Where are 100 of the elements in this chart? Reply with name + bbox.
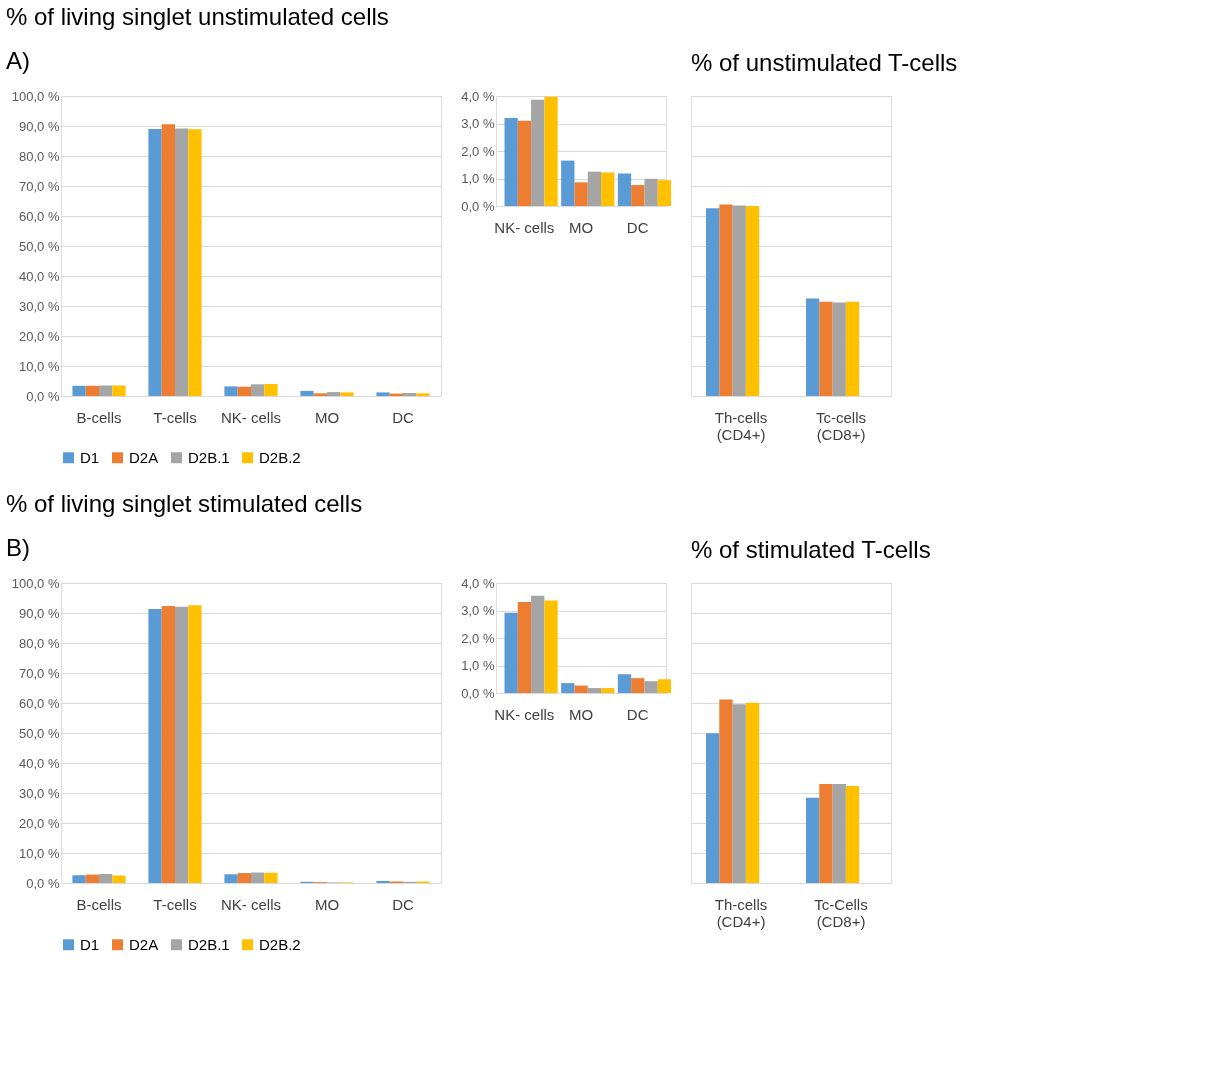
legend-label: D2B.1	[188, 448, 230, 466]
x-tick-label: B-cells	[76, 895, 122, 913]
bar	[719, 699, 733, 883]
y-tick-label: 20,0 %	[19, 815, 60, 831]
bar	[819, 784, 833, 883]
bar	[188, 605, 202, 883]
x-tick-label: Th-cells (CD4+)	[714, 895, 768, 930]
text: A)	[6, 47, 30, 74]
bar	[587, 688, 602, 693]
bar	[631, 678, 645, 693]
bar	[72, 385, 86, 396]
bar	[544, 96, 558, 206]
x-tick-label: NK- cells	[220, 408, 282, 426]
bar	[819, 301, 833, 396]
bar	[300, 390, 314, 396]
y-tick-label: 90,0 %	[19, 605, 60, 621]
x-tick-label: DC	[626, 218, 649, 236]
bar	[574, 685, 588, 693]
legend-label: D2B.2	[259, 935, 301, 953]
bar	[732, 704, 746, 883]
x-tick-label: MO	[314, 895, 340, 913]
bar	[561, 160, 575, 206]
bar	[517, 601, 532, 693]
y-tick-label: 60,0 %	[19, 208, 60, 224]
y-tick-label: 80,0 %	[19, 635, 60, 651]
y-tick-label: 3,0 %	[461, 116, 495, 131]
chart-title: % of living singlet stimulated cells	[6, 490, 363, 517]
bar	[574, 182, 588, 206]
bar	[644, 178, 658, 206]
y-tick-label: 20,0 %	[19, 328, 60, 344]
bar	[251, 384, 265, 396]
y-tick-label: 50,0 %	[19, 238, 60, 254]
bar	[376, 880, 390, 883]
bar	[601, 688, 615, 693]
bar	[403, 393, 417, 396]
bar	[148, 129, 162, 396]
bar	[845, 301, 860, 396]
bar	[376, 392, 390, 396]
bar	[657, 180, 672, 206]
bar	[188, 129, 202, 396]
x-tick-label: DC	[626, 705, 649, 723]
bar	[644, 681, 658, 693]
bar	[72, 875, 86, 883]
bar	[631, 185, 645, 206]
bar	[99, 874, 113, 883]
x-tick-label: T-cells	[153, 895, 197, 913]
y-tick-label: 10,0 %	[19, 845, 60, 861]
y-tick-label: 0,0 %	[461, 685, 495, 701]
bar	[416, 393, 430, 396]
y-tick-label: 70,0 %	[19, 665, 60, 681]
x-tick-label: B-cells	[76, 408, 122, 426]
legend-label: D2B.1	[188, 935, 230, 953]
bar	[237, 386, 251, 396]
bar	[161, 606, 175, 883]
bar	[806, 797, 820, 883]
y-tick-label: 0,0 %	[26, 388, 60, 404]
y-tick-label: 50,0 %	[19, 725, 60, 741]
legend-label: D2A	[129, 935, 159, 953]
bar	[617, 173, 632, 206]
bar	[85, 385, 99, 396]
bar	[706, 733, 720, 883]
bar	[544, 600, 558, 693]
bar	[745, 702, 760, 883]
x-tick-label: MO	[314, 408, 340, 426]
y-tick-label: 4,0 %	[461, 88, 495, 104]
chart-title: % of stimulated T-cells	[691, 536, 931, 563]
text: B)	[6, 534, 30, 561]
y-tick-label: 4,0 %	[461, 575, 495, 591]
y-tick-label: 40,0 %	[19, 755, 60, 771]
bar	[340, 392, 354, 396]
chart-title: % of unstimulated T-cells	[691, 49, 958, 76]
bar	[531, 595, 545, 693]
bar	[531, 99, 545, 206]
bar	[517, 120, 532, 206]
bar	[832, 302, 846, 396]
x-tick-label: NK- cells	[494, 218, 555, 236]
x-tick-label: DC	[392, 895, 414, 913]
x-tick-label: Th-cells (CD4+)	[714, 408, 768, 443]
x-tick-label: Tc-cells (CD8+)	[815, 408, 867, 443]
bar	[161, 124, 175, 396]
y-tick-label: 1,0 %	[461, 171, 495, 186]
bar	[237, 873, 251, 883]
legend-label: D1	[80, 448, 100, 466]
bar	[99, 385, 113, 396]
y-tick-label: 10,0 %	[19, 358, 60, 374]
bar	[745, 206, 760, 396]
y-tick-label: 2,0 %	[461, 143, 495, 159]
bar	[504, 612, 518, 693]
bar	[806, 298, 820, 396]
bar	[504, 118, 518, 206]
x-tick-label: T-cells	[153, 408, 197, 426]
x-tick-label: NK- cells	[220, 895, 282, 913]
bar	[251, 872, 265, 883]
y-tick-label: 80,0 %	[19, 148, 60, 164]
bar	[587, 171, 602, 206]
bar	[224, 386, 238, 396]
bar	[148, 609, 162, 883]
bar	[601, 172, 615, 206]
bar	[732, 205, 746, 396]
bar	[264, 872, 278, 883]
